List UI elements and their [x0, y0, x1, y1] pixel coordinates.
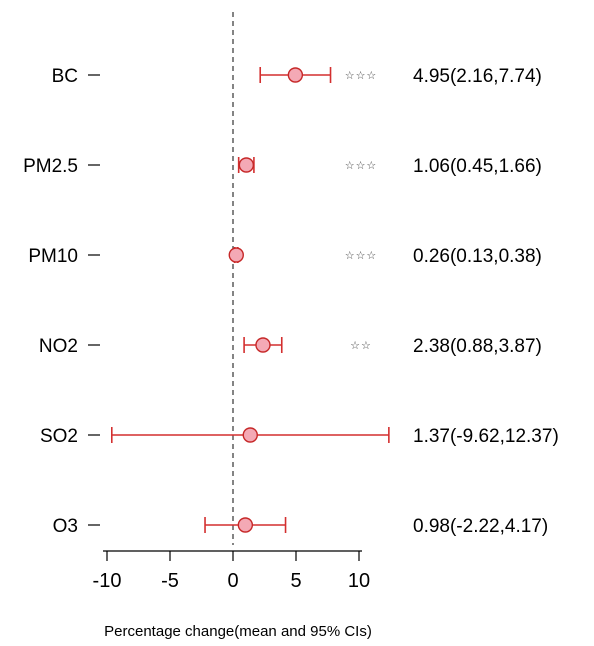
row-label: O3 — [53, 516, 78, 537]
x-tick-label: -5 — [161, 570, 179, 592]
row-label: NO2 — [39, 336, 78, 357]
value-label: 1.06(0.45,1.66) — [413, 156, 542, 177]
x-tick-label: 0 — [227, 570, 238, 592]
x-axis-title: Percentage change(mean and 95% CIs) — [104, 623, 372, 640]
row-label: PM2.5 — [23, 156, 78, 177]
value-label: 1.37(-9.62,12.37) — [413, 426, 559, 447]
x-tick-label: -10 — [93, 570, 122, 592]
significance-stars: ☆☆☆ — [345, 250, 378, 262]
significance-stars: ☆☆☆ — [345, 160, 378, 172]
mean-point — [287, 67, 304, 83]
value-label: 4.95(2.16,7.74) — [413, 66, 542, 87]
x-tick-label: 10 — [348, 570, 370, 592]
significance-stars: ☆☆☆ — [345, 70, 378, 82]
forest-row: NO2 ☆☆ 2.38(0.88,3.87) — [39, 336, 542, 357]
forest-row: O3 0.98(-2.22,4.17) — [53, 516, 549, 537]
mean-point — [228, 247, 244, 263]
significance-stars: ☆☆ — [350, 340, 372, 352]
mean-point — [238, 157, 255, 173]
value-label: 0.98(-2.22,4.17) — [413, 516, 548, 537]
forest-row: BC ☆☆☆ 4.95(2.16,7.74) — [52, 66, 542, 87]
row-label: PM10 — [28, 246, 78, 267]
mean-point — [255, 337, 271, 353]
forest-row: SO2 1.37(-9.62,12.37) — [40, 426, 559, 447]
mean-point — [242, 427, 258, 443]
value-label: 0.26(0.13,0.38) — [413, 246, 542, 267]
row-label: BC — [52, 66, 78, 87]
forest-row: PM10 ☆☆☆ 0.26(0.13,0.38) — [28, 246, 542, 267]
mean-point — [237, 517, 254, 533]
x-tick-label: 5 — [290, 570, 301, 592]
value-label: 2.38(0.88,3.87) — [413, 336, 542, 357]
row-label: SO2 — [40, 426, 78, 447]
forest-row: PM2.5 ☆☆☆ 1.06(0.45,1.66) — [23, 156, 542, 177]
